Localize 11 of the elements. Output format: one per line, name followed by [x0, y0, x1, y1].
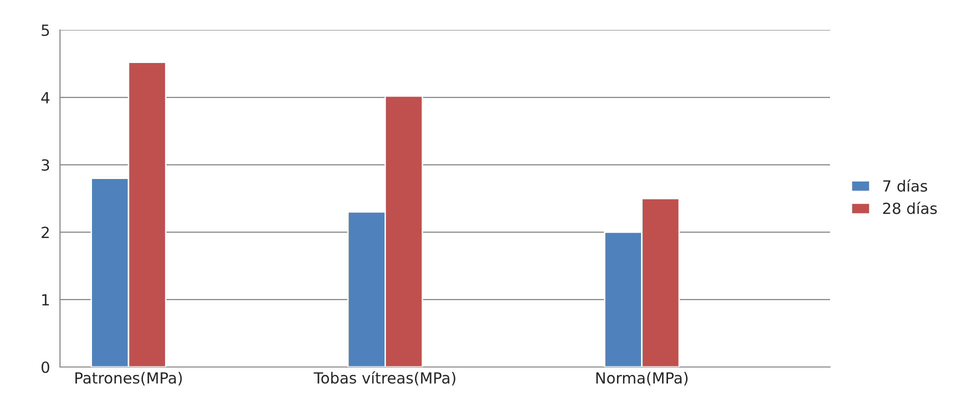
y-tick-label: 1: [42, 294, 49, 306]
y-tick-label: 3: [42, 159, 50, 171]
y-tick-label: 0: [42, 361, 50, 374]
y-tick-label: 4: [41, 92, 50, 104]
y-tick-label: 5: [42, 24, 49, 36]
legend-label: 7 días: [883, 179, 928, 192]
y-tick-label: 2: [42, 226, 49, 238]
x-tick-label: Patrones(MPa): [75, 372, 182, 386]
x-tick-label: Norma(MPa): [596, 372, 688, 386]
x-tick-label: Tobas vítreas(MPa): [314, 371, 456, 386]
legend-label: 28 días: [883, 202, 937, 214]
